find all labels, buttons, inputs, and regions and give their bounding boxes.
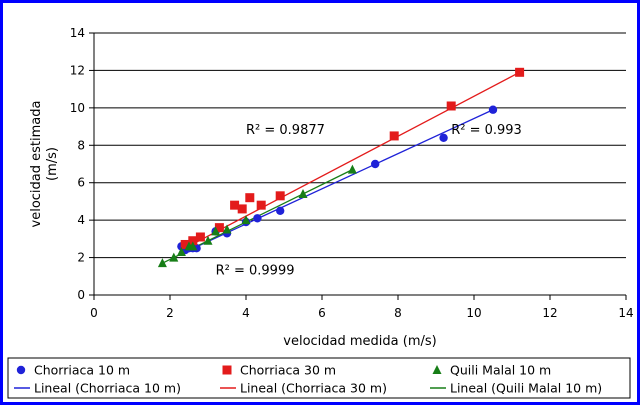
axes: 0 2 4 6 8 10 12 14 0 2 4 6 8 10 12 14 bbox=[70, 26, 634, 320]
y-axis-label-line-1: velocidad estimada bbox=[29, 101, 44, 228]
y-tick-label: 0 bbox=[77, 288, 85, 302]
point-chorriaca10 bbox=[439, 133, 448, 142]
y-tick-label: 4 bbox=[77, 213, 85, 227]
point-chorriaca30 bbox=[275, 191, 285, 201]
point-quili10 bbox=[298, 188, 308, 198]
axis-labels: velocidad medida (m/s) velocidad estimad… bbox=[29, 101, 437, 349]
x-tick-label: 0 bbox=[90, 306, 98, 320]
point-quili10 bbox=[222, 224, 232, 234]
x-tick-label: 14 bbox=[618, 306, 633, 320]
point-chorriaca30 bbox=[389, 131, 399, 141]
x-tick-label: 4 bbox=[242, 306, 250, 320]
y-tick-label: 12 bbox=[70, 63, 85, 77]
x-tick-label: 8 bbox=[394, 306, 402, 320]
point-chorriaca10 bbox=[253, 214, 262, 223]
point-chorriaca30 bbox=[237, 204, 247, 214]
y-tick-label: 6 bbox=[77, 176, 85, 190]
point-chorriaca30 bbox=[214, 223, 224, 233]
point-quili10 bbox=[347, 164, 357, 174]
point-quili10 bbox=[241, 215, 251, 225]
point-quili10 bbox=[176, 246, 186, 256]
point-chorriaca10 bbox=[488, 105, 498, 114]
gridlines bbox=[94, 32, 626, 259]
point-quili10 bbox=[203, 235, 213, 245]
point-chorriaca30 bbox=[515, 67, 525, 77]
point-chorriaca30 bbox=[446, 101, 456, 111]
legend-label-trend-chorriaca30: Lineal (Chorriaca 30 m) bbox=[240, 381, 387, 396]
y-tick-label: 2 bbox=[77, 251, 85, 265]
legend: Chorriaca 10 m Chorriaca 30 m Quili Malal … bbox=[7, 357, 631, 399]
point-quili10 bbox=[169, 252, 179, 262]
legend-label-chorriaca30: Chorriaca 30 m bbox=[240, 363, 336, 378]
legend-box bbox=[7, 357, 631, 399]
annotations: R² = 0.9877 R² = 0.993 R² = 0.9999 bbox=[216, 123, 522, 278]
r-squared-label-quili10: R² = 0.9999 bbox=[216, 263, 295, 278]
legend-label-quili10: Quili Malal 10 m bbox=[450, 363, 551, 378]
legend-marker-quili10 bbox=[432, 365, 442, 374]
trendline-chorriaca30 bbox=[181, 71, 520, 251]
point-chorriaca30 bbox=[188, 236, 198, 246]
y-tick-label: 14 bbox=[70, 26, 85, 40]
point-quili10 bbox=[211, 226, 221, 236]
data-points bbox=[157, 67, 525, 268]
y-tick-label: 8 bbox=[77, 138, 85, 152]
point-quili10 bbox=[188, 241, 198, 251]
point-chorriaca10 bbox=[276, 206, 285, 215]
point-chorriaca30 bbox=[230, 200, 240, 210]
point-chorriaca30 bbox=[180, 239, 190, 249]
trendline-chorriaca10 bbox=[181, 109, 494, 255]
y-tick-label: 10 bbox=[70, 101, 85, 115]
legend-label-chorriaca10: Chorriaca 10 m bbox=[34, 363, 130, 378]
point-quili10 bbox=[157, 258, 167, 268]
point-chorriaca10 bbox=[371, 159, 380, 169]
r-squared-label-chorriaca10: R² = 0.993 bbox=[451, 123, 522, 138]
x-tick-label: 6 bbox=[318, 306, 326, 320]
x-tick-label: 2 bbox=[166, 306, 174, 320]
legend-marker-chorriaca30 bbox=[222, 365, 232, 375]
point-chorriaca30 bbox=[245, 193, 255, 203]
legend-marker-chorriaca10 bbox=[16, 365, 26, 375]
point-chorriaca30 bbox=[195, 232, 205, 242]
y-axis-label-line-2: (m/s) bbox=[45, 147, 60, 181]
point-chorriaca30 bbox=[256, 200, 266, 210]
x-tick-label: 12 bbox=[542, 306, 557, 320]
legend-label-trend-quili10: Lineal (Quili Malal 10 m) bbox=[450, 381, 602, 396]
legend-label-trend-chorriaca10: Lineal (Chorriaca 10 m) bbox=[34, 381, 181, 396]
x-axis-label: velocidad medida (m/s) bbox=[283, 334, 436, 349]
r-squared-label-chorriaca30: R² = 0.9877 bbox=[246, 123, 325, 138]
x-tick-label: 10 bbox=[466, 306, 481, 320]
